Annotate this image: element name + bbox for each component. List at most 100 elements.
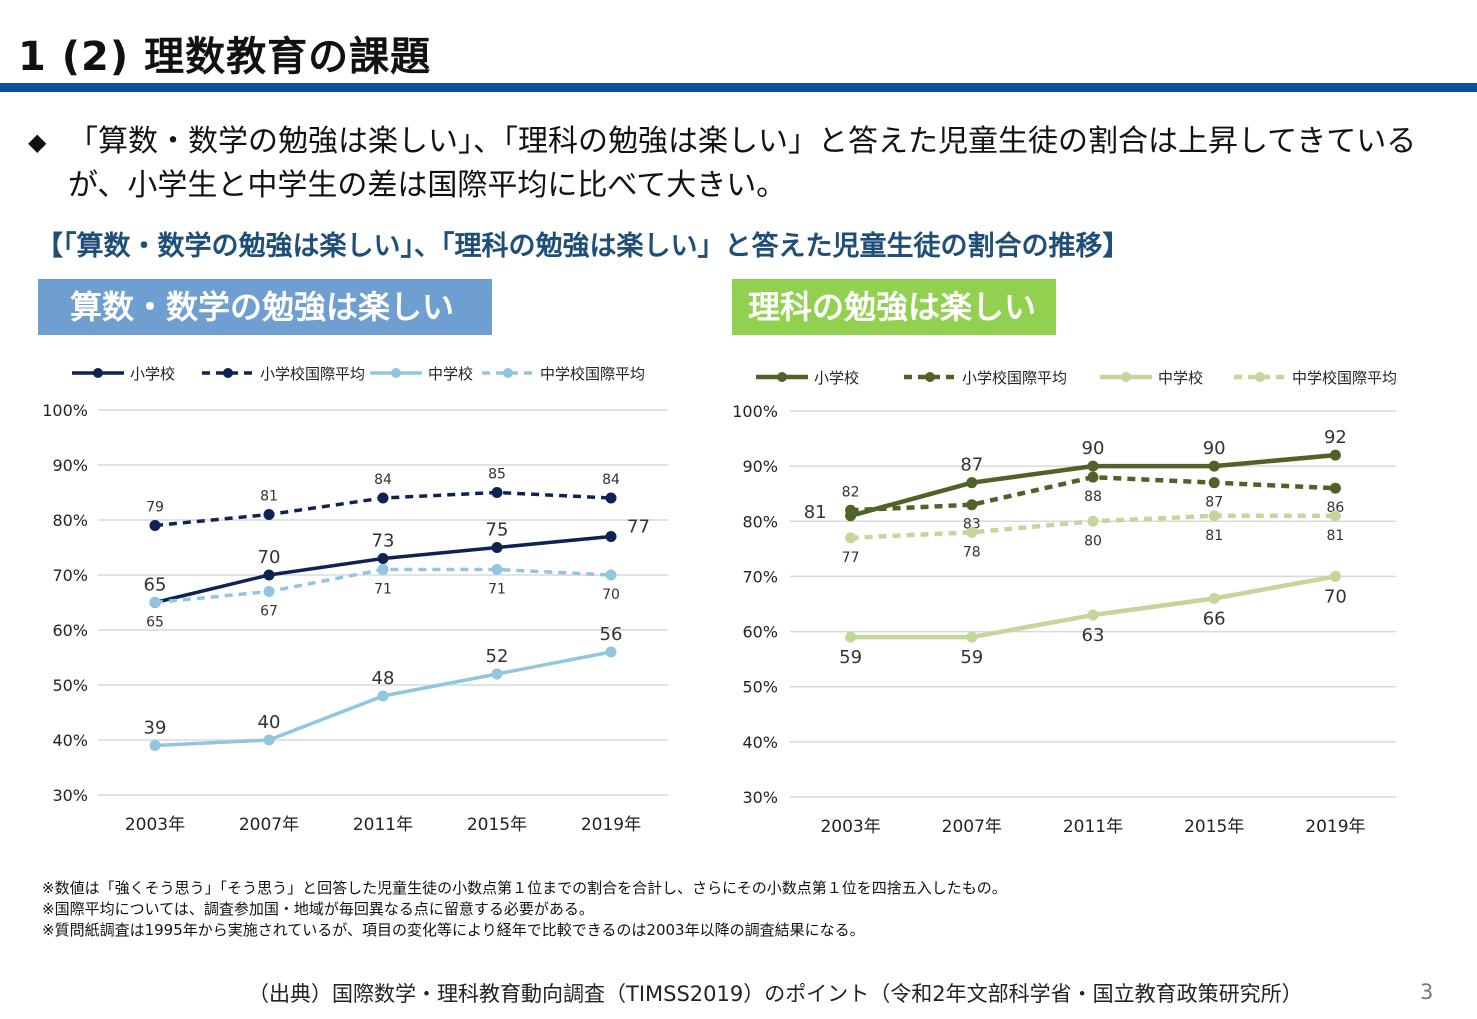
y-tick-label: 50% [742, 678, 778, 697]
y-tick-label: 70% [742, 567, 778, 586]
data-point [1208, 592, 1220, 604]
data-label: 70 [258, 547, 281, 568]
data-label: 56 [600, 624, 623, 645]
legend-label: 小学校国際平均 [962, 369, 1067, 387]
legend-label: 中学校国際平均 [1292, 369, 1397, 387]
data-label: 81 [1326, 528, 1344, 544]
data-label: 81 [804, 502, 827, 523]
math-enjoyment-line-chart: 30% 40% 50% 60% 70% 80% 90% 100% 2003年 2007年 2011年… [42, 365, 668, 835]
x-tick-label: 2007年 [942, 817, 1002, 837]
data-label: 90 [1203, 438, 1226, 459]
data-label: 92 [1324, 427, 1347, 448]
y-tick-label: 100% [42, 401, 88, 420]
y-tick-label: 70% [52, 566, 88, 585]
y-tick-label: 40% [52, 731, 88, 750]
legend-label: 中学校 [1158, 369, 1203, 387]
title-rule [0, 83, 1477, 92]
y-tick-label: 80% [742, 512, 778, 531]
data-label: 80 [1084, 533, 1102, 549]
data-point [605, 531, 617, 542]
data-point [845, 631, 857, 643]
legend-label: 中学校 [428, 365, 473, 383]
data-label: 65 [146, 615, 164, 631]
data-point [491, 487, 503, 498]
legend-marker [1255, 372, 1265, 382]
data-label: 87 [1205, 495, 1223, 511]
footnote-line: ※国際平均については、調査参加国・地域が毎回異なる点に留意する必要がある。 [42, 900, 594, 918]
legend-marker [777, 372, 787, 382]
data-point [491, 542, 503, 553]
y-tick-label: 30% [742, 788, 778, 807]
x-tick-label: 2015年 [467, 815, 527, 835]
data-label: 81 [260, 489, 278, 505]
x-tick-label: 2003年 [125, 815, 185, 835]
data-label: 70 [1324, 586, 1347, 607]
data-label: 78 [963, 544, 981, 560]
data-point [605, 646, 617, 658]
data-point [966, 477, 978, 489]
legend-marker [223, 368, 233, 378]
data-point [149, 597, 161, 608]
data-label: 71 [488, 582, 506, 598]
footnotes: ※数値は「強くそう思う」「そう思う」と回答した児童生徒の小数点第１位までの割合を… [42, 878, 1007, 941]
data-point [966, 526, 978, 538]
science-enjoyment-line-chart: 30% 40% 50% 60% 70% 80% 90% 100% 2003年 2007年 2011年… [732, 369, 1397, 837]
data-label: 66 [1203, 608, 1226, 629]
data-point [263, 734, 275, 746]
x-tick-label: 2007年 [239, 815, 299, 835]
data-label: 86 [1326, 500, 1344, 516]
data-label: 63 [1082, 625, 1105, 646]
y-tick-label: 60% [52, 621, 88, 640]
legend-marker [93, 368, 103, 378]
y-tick-label: 90% [52, 456, 88, 475]
data-label: 59 [839, 647, 862, 668]
data-label: 82 [842, 484, 860, 500]
footnote-line: ※数値は「強くそう思う」「そう思う」と回答した児童生徒の小数点第１位までの割合を… [42, 879, 1007, 897]
math-chart-header: 算数・数学の勉強は楽しい [38, 279, 492, 335]
data-label: 65 [144, 575, 167, 596]
data-label: 84 [602, 472, 620, 488]
data-label: 83 [963, 517, 981, 533]
legend-marker [1121, 372, 1131, 382]
legend-marker [503, 368, 513, 378]
data-point [263, 509, 275, 520]
x-tick-label: 2003年 [820, 817, 880, 837]
x-tick-label: 2011年 [1063, 817, 1123, 837]
data-point [377, 492, 389, 504]
data-point [1208, 460, 1220, 472]
data-label: 87 [960, 455, 983, 476]
data-label: 84 [374, 472, 392, 488]
legend-label: 小学校国際平均 [260, 365, 365, 383]
y-tick-label: 30% [52, 786, 88, 805]
page-number: 3 [1420, 980, 1434, 1004]
y-tick-label: 60% [742, 623, 778, 642]
data-point [1087, 609, 1099, 621]
data-point [605, 569, 617, 581]
data-label: 67 [260, 604, 278, 620]
x-tick-label: 2015年 [1184, 817, 1244, 837]
data-label: 70 [602, 587, 620, 603]
data-point [377, 553, 389, 564]
diamond-bullet-icon: ◆ [28, 128, 47, 156]
data-label: 77 [842, 550, 860, 566]
data-label: 48 [372, 668, 395, 689]
data-point [149, 740, 161, 751]
data-point [966, 499, 978, 511]
data-point [845, 532, 857, 544]
data-label: 73 [372, 531, 395, 552]
data-point [1087, 460, 1099, 472]
y-tick-label: 100% [732, 402, 778, 421]
data-label: 90 [1082, 438, 1105, 459]
data-label: 88 [1084, 489, 1102, 505]
legend-label: 中学校国際平均 [540, 365, 645, 383]
data-point [1208, 510, 1220, 522]
data-label: 40 [258, 712, 281, 733]
data-label: 39 [144, 718, 167, 739]
data-point [966, 631, 978, 643]
data-label: 79 [146, 500, 164, 516]
chart-section-heading: 【「算数・数学の勉強は楽しい」、「理科の勉強は楽しい」と答えた児童生徒の割合の推… [36, 231, 1130, 262]
legend-label: 小学校 [814, 369, 859, 387]
y-tick-label: 90% [742, 457, 778, 476]
bullet-text: 「算数・数学の勉強は楽しい」、「理科の勉強は楽しい」と答えた児童生徒の割合は上昇… [68, 124, 1417, 203]
y-tick-label: 80% [52, 511, 88, 530]
